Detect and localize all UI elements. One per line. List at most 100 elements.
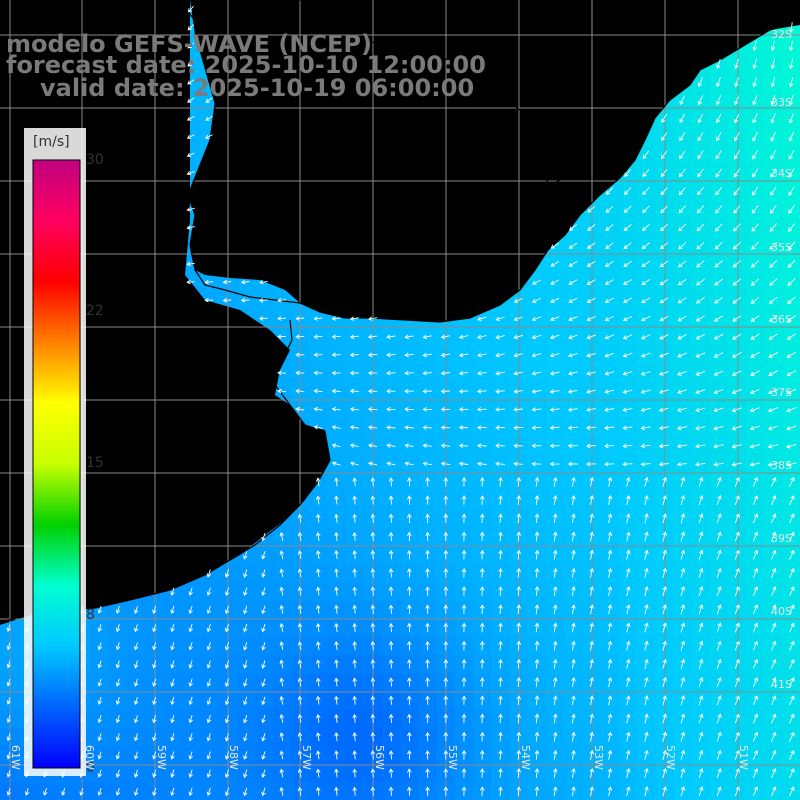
wind-speed-cell: [673, 291, 693, 310]
wind-speed-cell: [764, 182, 784, 201]
wind-arrow: [479, 640, 485, 651]
wind-speed-cell: [0, 618, 19, 638]
wind-speed-cell: [600, 746, 620, 765]
wind-arrow: [623, 260, 632, 268]
coastline-north: [179, 0, 800, 323]
wind-speed-cell: [764, 54, 784, 74]
wind-arrow: [513, 389, 524, 394]
wind-speed-cell: [163, 600, 183, 620]
wind-arrow: [677, 297, 687, 304]
wind-arrow: [676, 425, 688, 431]
wind-arrow: [568, 242, 578, 249]
wind-speed-cell: [0, 746, 19, 765]
wind-arrow: [607, 567, 613, 578]
wind-arrow: [659, 278, 669, 286]
wind-speed-cell: [746, 72, 765, 92]
wind-speed-cell: [600, 600, 620, 620]
wind-arrow: [604, 389, 615, 394]
wind-arrow: [170, 587, 175, 596]
wind-speed-cell: [691, 109, 711, 128]
wind-arrow: [461, 695, 467, 706]
wind-arrow: [698, 622, 704, 633]
wind-speed-cell: [0, 637, 19, 656]
wind-arrow: [531, 352, 542, 358]
wind-arrow: [571, 513, 576, 524]
wind-arrow: [607, 549, 613, 560]
wind-arrow: [133, 605, 139, 615]
wind-arrow: [660, 168, 668, 178]
wind-arrow: [716, 749, 722, 760]
wind-arrow: [458, 443, 469, 448]
wind-arrow: [186, 152, 195, 158]
wind-arrow: [425, 622, 430, 633]
wind-arrow: [331, 406, 341, 412]
wind-arrow: [589, 567, 595, 578]
wind-arrow: [676, 461, 688, 467]
wind-speed-cell: [709, 327, 729, 347]
wind-arrow: [662, 476, 667, 487]
wind-speed-cell: [728, 455, 747, 474]
wind-arrow: [170, 751, 175, 760]
wind-speed-cell: [709, 655, 729, 674]
wind-arrow: [697, 113, 704, 124]
wind-speed-cell: [673, 600, 693, 620]
wind-arrow: [625, 695, 631, 706]
wind-arrow: [623, 223, 632, 232]
wind-arrow: [495, 316, 505, 322]
wind-arrow: [204, 297, 214, 303]
wind-arrow: [752, 549, 759, 560]
wind-speed-cell: [764, 163, 784, 183]
wind-arrow: [115, 787, 121, 797]
wind-arrow: [752, 150, 758, 160]
wind-arrow: [607, 658, 613, 669]
wind-arrow: [425, 750, 430, 760]
wind-arrow: [513, 461, 524, 467]
wind-speed-cell: [618, 509, 638, 529]
wind-arrow: [440, 334, 451, 340]
wind-arrow: [279, 659, 285, 669]
wind-speed-cell: [709, 527, 729, 547]
wind-arrow: [516, 586, 522, 596]
wind-arrow: [770, 131, 776, 142]
wind-arrow: [589, 731, 595, 742]
wind-arrow: [716, 494, 722, 506]
wind-speed-cell: [546, 327, 565, 347]
wind-arrow: [571, 531, 576, 542]
wind-arrow: [498, 677, 503, 687]
wind-speed-cell: [637, 364, 656, 383]
wind-arrow: [770, 622, 777, 633]
wind-arrow: [115, 696, 121, 706]
wind-arrow: [24, 788, 30, 796]
wind-arrow: [770, 677, 777, 688]
wind-arrow: [662, 658, 667, 669]
wind-arrow: [224, 769, 230, 779]
wind-arrow: [458, 407, 469, 412]
wind-arrow: [750, 260, 760, 268]
wind-speed-cell: [236, 618, 256, 638]
wind-arrow: [422, 461, 432, 467]
wind-speed-cell: [91, 637, 110, 656]
wind-speed-cell: [109, 618, 128, 638]
wind-arrow: [534, 622, 540, 633]
wind-arrow: [716, 731, 722, 742]
wind-speed-cell: [0, 764, 19, 784]
wind-speed-cell: [200, 618, 219, 638]
wind-speed-cell: [673, 109, 693, 128]
wind-speed-cell: [746, 764, 765, 784]
colorbar-tick-label: 0: [86, 760, 95, 776]
wind-arrow: [297, 604, 303, 614]
wind-speed-cell: [728, 254, 747, 274]
wind-arrow: [677, 278, 687, 286]
wind-speed-cell: [564, 582, 583, 602]
wind-arrow: [407, 786, 412, 796]
wind-speed-cell: [709, 618, 729, 638]
wind-arrow: [640, 443, 651, 449]
wind-arrow: [461, 567, 467, 578]
wind-arrow: [331, 388, 341, 394]
wind-arrow: [733, 168, 741, 178]
wind-speed-cell: [673, 400, 693, 420]
wind-arrow: [789, 731, 795, 742]
wind-arrow: [370, 659, 376, 669]
wind-arrow: [331, 443, 341, 448]
wind-speed-cell: [764, 327, 784, 347]
